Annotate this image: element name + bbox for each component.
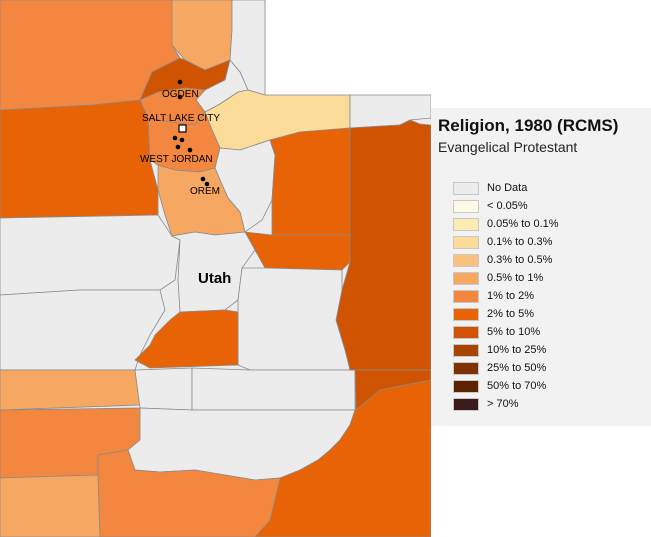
county-piute: [134, 367, 193, 411]
legend-swatch: [453, 361, 479, 375]
legend-swatch: [453, 235, 479, 249]
legend-item: No Data: [453, 179, 559, 197]
legend-swatch: [453, 217, 479, 231]
legend-label: 0.1% to 0.3%: [487, 236, 553, 248]
legend-title: Religion, 1980 (RCMS): [438, 116, 619, 135]
legend-label: 2% to 5%: [487, 308, 535, 320]
legend-label: < 0.05%: [487, 200, 528, 212]
capital-marker: [178, 124, 187, 133]
legend-items: No Data < 0.05% 0.05% to 0.1% 0.1% to 0.…: [453, 179, 559, 413]
city-marker: [172, 135, 178, 141]
city-marker: [204, 181, 210, 187]
legend-subtitle: Evangelical Protestant: [438, 139, 578, 155]
legend-swatch: [453, 253, 479, 267]
state-label: Utah: [198, 270, 231, 287]
legend-label: 0.5% to 1%: [487, 272, 544, 284]
legend-item: 50% to 70%: [453, 377, 559, 395]
legend-swatch: [453, 325, 479, 339]
county-utah: [157, 164, 246, 237]
county-emery: [237, 267, 351, 371]
legend-label: 0.3% to 0.5%: [487, 254, 553, 266]
legend-item: 0.1% to 0.3%: [453, 233, 559, 251]
county-kane: [97, 449, 281, 537]
city-marker: [177, 79, 183, 85]
city-label-salt-lake-city: SALT LAKE CITY: [142, 113, 220, 124]
legend-swatch: [453, 199, 479, 213]
legend-item: > 70%: [453, 395, 559, 413]
legend-item: 5% to 10%: [453, 323, 559, 341]
legend-label: 25% to 50%: [487, 362, 547, 374]
county-juab: [0, 214, 181, 296]
legend-label: 5% to 10%: [487, 326, 541, 338]
legend-label: 10% to 25%: [487, 344, 547, 356]
city-marker: [175, 144, 181, 150]
city-marker: [177, 94, 183, 100]
city-label-ogden: OGDEN: [162, 89, 199, 100]
legend-swatch: [453, 271, 479, 285]
legend-swatch: [453, 307, 479, 321]
legend-item: 10% to 25%: [453, 341, 559, 359]
legend-swatch: [453, 289, 479, 303]
choropleth-map: OGDEN SALT LAKE CITY WEST JORDAN OREM Ut…: [0, 0, 431, 537]
county-wayne: [191, 367, 356, 411]
legend-item: < 0.05%: [453, 197, 559, 215]
legend-label: No Data: [487, 182, 528, 194]
city-marker: [187, 147, 193, 153]
legend-swatch: [453, 397, 479, 411]
legend-swatch: [453, 379, 479, 393]
city-marker: [179, 137, 185, 143]
city-marker: [200, 176, 206, 182]
legend-label: 50% to 70%: [487, 380, 547, 392]
county-sevier: [134, 309, 239, 369]
city-label-orem: OREM: [190, 186, 220, 197]
county-carbon: [244, 231, 351, 271]
county-tooele: [0, 99, 159, 219]
legend-label: > 70%: [487, 398, 519, 410]
legend-item: 25% to 50%: [453, 359, 559, 377]
legend-panel: Religion, 1980 (RCMS) Evangelical Protes…: [431, 108, 651, 426]
legend-label: 0.05% to 0.1%: [487, 218, 559, 230]
county-beaver: [0, 369, 141, 411]
county-duchesne: [269, 127, 351, 236]
legend-item: 0.5% to 1%: [453, 269, 559, 287]
legend-item: 0.3% to 0.5%: [453, 251, 559, 269]
legend-item: 0.05% to 0.1%: [453, 215, 559, 233]
legend-swatch: [453, 181, 479, 195]
city-label-west-jordan: WEST JORDAN: [140, 154, 213, 165]
legend-swatch: [453, 343, 479, 357]
county-washington: [0, 474, 101, 537]
legend-item: 1% to 2%: [453, 287, 559, 305]
legend-item: 2% to 5%: [453, 305, 559, 323]
legend-label: 1% to 2%: [487, 290, 535, 302]
